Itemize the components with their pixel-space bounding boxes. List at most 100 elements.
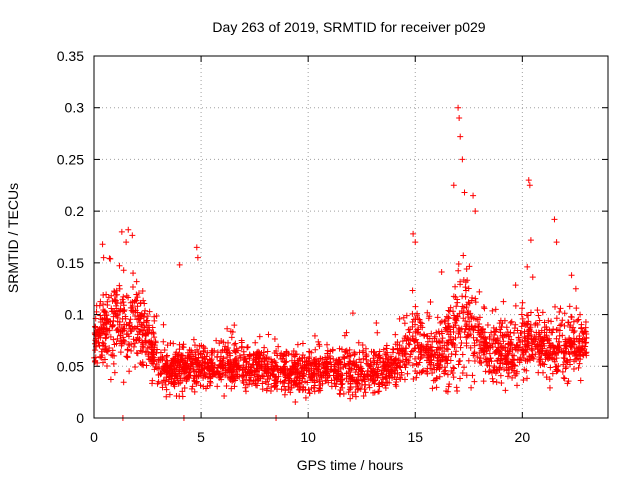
- data-point: [92, 357, 99, 364]
- y-tick-label: 0.25: [57, 151, 84, 167]
- data-point: [218, 338, 225, 345]
- data-point: [346, 365, 353, 372]
- data-point: [157, 357, 164, 364]
- data-point: [564, 380, 571, 387]
- data-point: [424, 309, 431, 316]
- data-point: [116, 262, 123, 269]
- data-point: [181, 375, 188, 382]
- data-point: [151, 334, 158, 341]
- data-point: [413, 361, 420, 368]
- data-point: [264, 348, 271, 355]
- data-point: [371, 370, 378, 377]
- data-point: [359, 341, 366, 348]
- data-point: [128, 340, 135, 347]
- data-point: [376, 388, 383, 395]
- data-point: [403, 345, 410, 352]
- data-point: [512, 302, 519, 309]
- data-point: [336, 345, 343, 352]
- data-point: [225, 366, 232, 373]
- data-point: [487, 342, 494, 349]
- data-point: [129, 232, 136, 239]
- data-point: [306, 348, 313, 355]
- data-point: [450, 312, 457, 319]
- data-point: [465, 308, 472, 315]
- data-point: [120, 379, 127, 386]
- y-tick-label: 0.15: [57, 255, 84, 271]
- data-point: [541, 319, 548, 326]
- data-point: [401, 320, 408, 327]
- data-point: [274, 363, 281, 370]
- data-point: [130, 343, 137, 350]
- y-axis-label: SRMTID / TECUs: [5, 183, 21, 293]
- data-point: [104, 315, 111, 322]
- data-point: [504, 373, 511, 380]
- data-point: [360, 392, 367, 399]
- data-point: [140, 362, 147, 369]
- data-point: [488, 329, 495, 336]
- data-point: [417, 349, 424, 356]
- data-point: [152, 339, 159, 346]
- data-point: [142, 349, 149, 356]
- data-point: [559, 317, 566, 324]
- data-point: [252, 339, 259, 346]
- data-point: [230, 374, 237, 381]
- data-point: [441, 348, 448, 355]
- data-point: [484, 343, 491, 350]
- data-point: [214, 353, 221, 360]
- data-point: [383, 374, 390, 381]
- data-point: [118, 340, 125, 347]
- data-point: [417, 319, 424, 326]
- data-point: [130, 270, 137, 277]
- data-point: [151, 344, 158, 351]
- data-point: [92, 337, 99, 344]
- data-point: [98, 354, 105, 361]
- data-point: [512, 372, 519, 379]
- data-point: [144, 313, 151, 320]
- data-point: [402, 356, 409, 363]
- data-point: [428, 344, 435, 351]
- data-point: [549, 370, 556, 377]
- data-point: [141, 324, 148, 331]
- data-point: [560, 374, 567, 381]
- data-point: [92, 323, 99, 330]
- data-point: [113, 302, 120, 309]
- data-point: [329, 347, 336, 354]
- data-point: [314, 377, 321, 384]
- data-point: [507, 319, 514, 326]
- data-point: [308, 373, 315, 380]
- data-point: [288, 371, 295, 378]
- data-point: [541, 361, 548, 368]
- data-point: [104, 362, 111, 369]
- data-point: [312, 346, 319, 353]
- data-point: [428, 330, 435, 337]
- data-point: [174, 359, 181, 366]
- data-point: [467, 344, 474, 351]
- data-point: [463, 340, 470, 347]
- data-point: [238, 372, 245, 379]
- data-point: [450, 364, 457, 371]
- data-point: [560, 348, 567, 355]
- data-point: [97, 334, 104, 341]
- data-point: [292, 351, 299, 358]
- data-point: [510, 329, 517, 336]
- data-point: [299, 340, 306, 347]
- data-point: [100, 325, 107, 332]
- data-point: [466, 300, 473, 307]
- data-point: [474, 337, 481, 344]
- data-point: [492, 306, 499, 313]
- data-point: [119, 296, 126, 303]
- data-point: [219, 347, 226, 354]
- data-point: [398, 347, 405, 354]
- data-point: [111, 369, 118, 376]
- data-point: [499, 320, 506, 327]
- data-point: [392, 331, 399, 338]
- data-point: [125, 226, 132, 233]
- x-tick-label: 10: [300, 429, 316, 445]
- data-point: [171, 381, 178, 388]
- data-point: [512, 321, 519, 328]
- data-point: [299, 370, 306, 377]
- data-point: [573, 305, 580, 312]
- data-point: [98, 348, 105, 355]
- data-point: [322, 377, 329, 384]
- data-point: [447, 304, 454, 311]
